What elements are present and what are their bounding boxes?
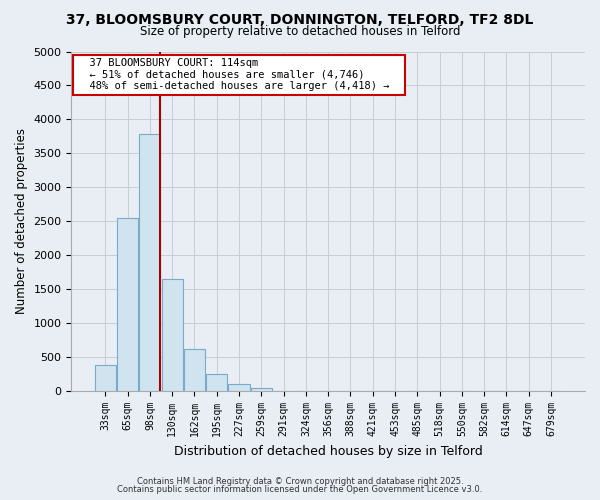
Bar <box>251 388 272 391</box>
Text: 37, BLOOMSBURY COURT, DONNINGTON, TELFORD, TF2 8DL: 37, BLOOMSBURY COURT, DONNINGTON, TELFOR… <box>67 12 533 26</box>
Y-axis label: Number of detached properties: Number of detached properties <box>15 128 28 314</box>
Bar <box>95 364 116 391</box>
Text: Size of property relative to detached houses in Telford: Size of property relative to detached ho… <box>140 25 460 38</box>
Text: 37 BLOOMSBURY COURT: 114sqm
  ← 51% of detached houses are smaller (4,746)
  48%: 37 BLOOMSBURY COURT: 114sqm ← 51% of det… <box>77 58 401 92</box>
Text: Contains HM Land Registry data © Crown copyright and database right 2025.: Contains HM Land Registry data © Crown c… <box>137 477 463 486</box>
Bar <box>184 349 205 391</box>
Bar <box>206 374 227 391</box>
Text: Contains public sector information licensed under the Open Government Licence v3: Contains public sector information licen… <box>118 485 482 494</box>
Bar <box>117 218 138 391</box>
X-axis label: Distribution of detached houses by size in Telford: Distribution of detached houses by size … <box>174 444 482 458</box>
Bar <box>229 384 250 391</box>
Bar <box>161 279 183 391</box>
Bar <box>139 134 160 391</box>
